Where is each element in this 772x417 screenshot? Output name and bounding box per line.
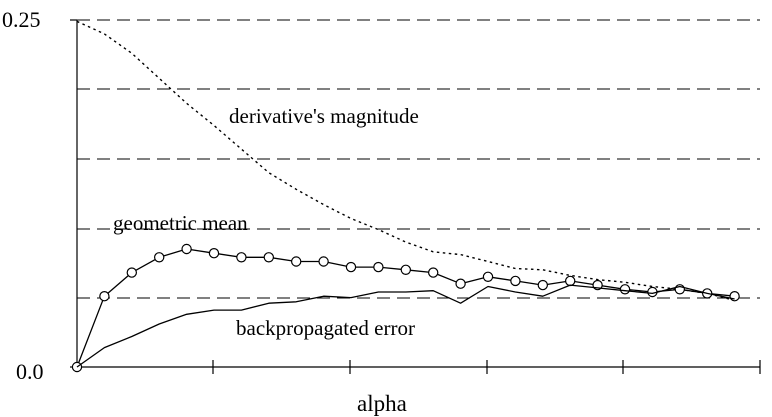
grid-lines bbox=[77, 19, 760, 299]
data-point-geometric-mean-20 bbox=[619, 284, 631, 295]
data-point-geometric-mean-2 bbox=[126, 267, 138, 278]
data-point-geometric-mean-5 bbox=[208, 247, 220, 259]
data-point-geometric-mean-9 bbox=[318, 256, 329, 267]
data-point-geometric-mean-1 bbox=[99, 291, 110, 302]
data-point-geometric-mean-16 bbox=[510, 275, 521, 287]
data-point-geometric-mean-24 bbox=[729, 291, 740, 302]
data-point-geometric-mean-18 bbox=[565, 275, 576, 287]
data-point-geometric-mean-13 bbox=[428, 267, 439, 278]
series-line-derivative-s-magnitude bbox=[76, 20, 735, 302]
data-point-geometric-mean-6 bbox=[236, 252, 247, 263]
data-point-geometric-mean-15 bbox=[482, 271, 494, 282]
annotation-backpropagated-error: backpropagated error bbox=[236, 316, 415, 340]
data-point-geometric-mean-17 bbox=[537, 279, 549, 291]
annotation-derivative-magnitude: derivative's magnitude bbox=[229, 104, 419, 128]
data-point-geometric-mean-7 bbox=[263, 252, 274, 263]
data-point-geometric-mean-8 bbox=[291, 256, 302, 267]
series-line-backpropagated-error bbox=[76, 284, 735, 368]
data-point-geometric-mean-3 bbox=[153, 252, 165, 263]
y-tick-label-bottom: 0.0 bbox=[16, 359, 44, 384]
data-point-geometric-mean-10 bbox=[345, 261, 357, 273]
x-axis-label: alpha bbox=[357, 391, 407, 416]
axes bbox=[70, 19, 761, 374]
annotation-geometric-mean: geometric mean bbox=[113, 211, 248, 235]
data-point-geometric-mean-14 bbox=[455, 278, 466, 289]
data-point-geometric-mean-12 bbox=[400, 264, 411, 275]
data-point-geometric-mean-4 bbox=[181, 243, 192, 255]
series bbox=[71, 20, 740, 373]
y-tick-label-top: 0.25 bbox=[2, 7, 41, 32]
data-point-geometric-mean-11 bbox=[373, 261, 384, 273]
